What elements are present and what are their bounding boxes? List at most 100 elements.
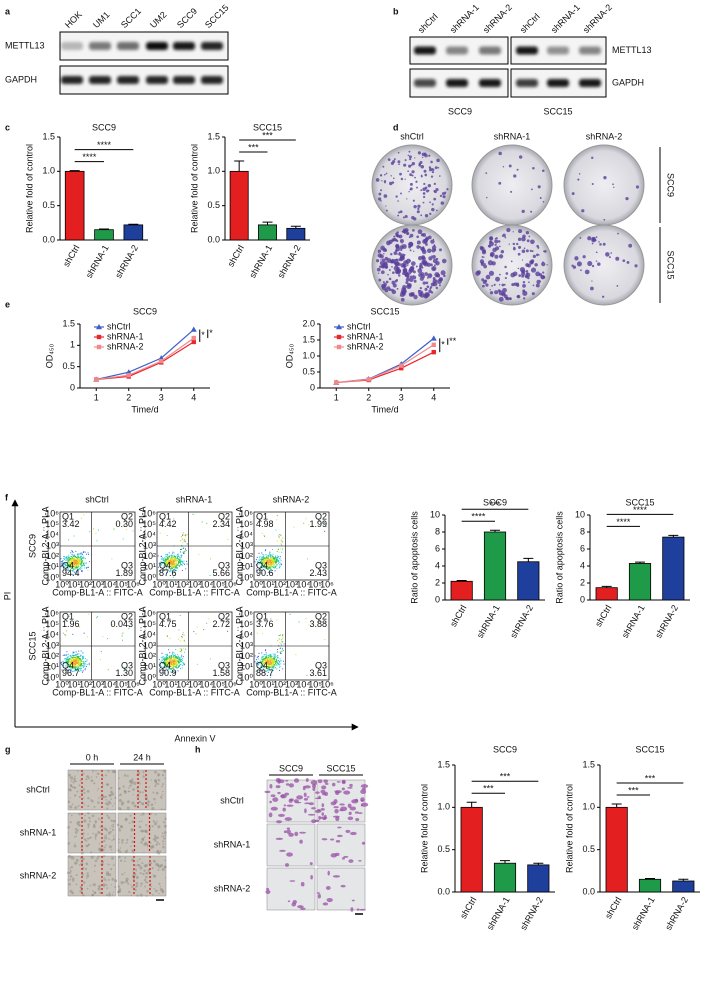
event-dot xyxy=(274,654,275,655)
cell-texture xyxy=(154,771,157,774)
x-tick-label: 2 xyxy=(366,392,371,402)
quadrant-percent: 3.42 xyxy=(62,519,80,529)
colony xyxy=(403,229,406,232)
colony xyxy=(585,270,590,275)
event-dot xyxy=(83,657,84,658)
cell-texture xyxy=(120,794,122,796)
colony xyxy=(489,240,492,243)
event-dot xyxy=(178,555,179,556)
event-dot xyxy=(167,554,168,555)
event-dot xyxy=(299,621,300,622)
y-tick-label: 0.5 xyxy=(207,200,220,210)
migrated-cell xyxy=(321,808,325,811)
event-dot xyxy=(177,559,178,560)
event-dot xyxy=(260,556,261,557)
cell-texture xyxy=(76,791,78,793)
cell-texture xyxy=(86,862,88,864)
colony xyxy=(424,272,428,276)
event-dot xyxy=(275,654,276,655)
colony xyxy=(527,239,530,242)
event-dot xyxy=(83,666,84,667)
cell-texture xyxy=(158,843,160,845)
cell-texture xyxy=(95,820,97,822)
cell-texture xyxy=(139,791,142,794)
cell-texture xyxy=(140,894,143,897)
event-dot xyxy=(71,556,72,557)
row-label: SCC15 xyxy=(27,631,37,660)
x-tick-label: shRNA-1 xyxy=(620,603,647,640)
event-dot xyxy=(262,556,263,557)
event-dot xyxy=(179,659,180,660)
event-dot xyxy=(165,554,166,555)
event-dot xyxy=(72,554,73,555)
colony xyxy=(402,231,403,232)
event-dot xyxy=(258,658,259,659)
colony xyxy=(499,297,504,302)
colony xyxy=(530,211,532,213)
colony xyxy=(431,175,433,177)
colony xyxy=(423,262,426,265)
colony xyxy=(393,238,396,241)
bar xyxy=(230,171,248,240)
event-dot xyxy=(273,553,274,554)
migrated-cell xyxy=(285,817,292,821)
colony xyxy=(517,169,519,171)
event-dot xyxy=(180,540,181,541)
cell-texture xyxy=(78,805,80,807)
colony xyxy=(504,266,506,268)
cell-texture xyxy=(94,892,96,894)
event-dot xyxy=(178,556,179,557)
migrated-cell xyxy=(285,780,288,782)
migrated-cell xyxy=(288,833,294,837)
cell-texture xyxy=(139,858,141,860)
cell-texture xyxy=(87,872,89,874)
cell-texture xyxy=(109,845,112,848)
event-dot xyxy=(87,664,88,665)
cell-texture xyxy=(71,866,73,868)
colony xyxy=(397,200,399,202)
event-dot xyxy=(276,557,277,558)
x-tick-label: 4 xyxy=(431,392,436,402)
cell-texture xyxy=(82,832,84,834)
colony xyxy=(432,246,436,250)
bar xyxy=(124,225,143,240)
legend-label: shCtrl xyxy=(347,321,371,331)
y-tick-label: 0.5 xyxy=(302,366,315,376)
colony xyxy=(513,247,516,250)
event-dot xyxy=(178,658,179,659)
cell-texture xyxy=(105,834,107,836)
legend-marker xyxy=(97,335,101,339)
cell-texture xyxy=(131,820,134,823)
event-dot xyxy=(70,552,71,553)
event-dot xyxy=(83,565,84,566)
event-dot xyxy=(280,647,281,648)
y-axis-label: Relative fold of control xyxy=(24,144,34,233)
colony xyxy=(383,263,388,268)
event-dot xyxy=(174,556,175,557)
event-dot xyxy=(277,662,278,663)
colony xyxy=(603,243,606,246)
cell-texture xyxy=(132,780,134,782)
event-dot xyxy=(273,661,274,662)
colony xyxy=(428,290,431,293)
blot-band xyxy=(61,76,83,84)
event-dot xyxy=(172,559,173,560)
column-label: shCtrl xyxy=(400,131,424,141)
colony xyxy=(389,269,391,271)
event-dot xyxy=(89,561,90,562)
cell-texture xyxy=(143,843,146,846)
event-dot xyxy=(176,662,177,663)
cell-texture xyxy=(106,871,109,874)
migrated-cell xyxy=(310,875,313,880)
event-dot xyxy=(64,634,65,635)
x-tick-label: shRNA-2 xyxy=(518,895,545,932)
event-dot xyxy=(73,652,74,653)
event-dot xyxy=(264,535,265,536)
colony xyxy=(406,198,407,199)
event-dot xyxy=(122,633,123,634)
migrated-cell xyxy=(343,856,348,858)
event-dot xyxy=(275,663,276,664)
event-dot xyxy=(85,658,86,659)
colony xyxy=(441,201,444,204)
line-marker xyxy=(334,380,338,384)
